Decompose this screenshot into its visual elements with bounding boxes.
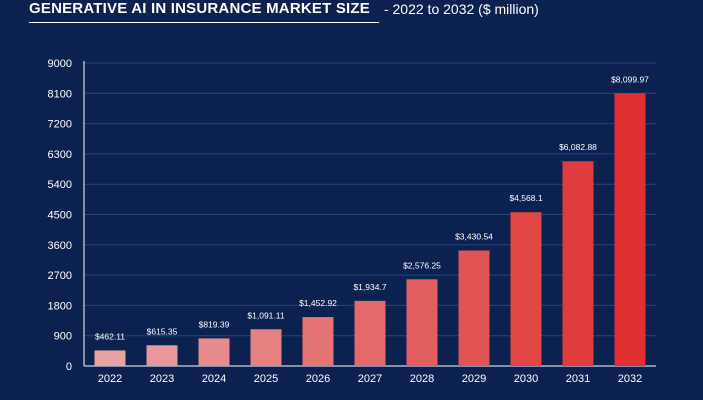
bar xyxy=(94,350,126,366)
bar xyxy=(562,161,594,366)
bar xyxy=(354,300,386,366)
y-tick-label: 5400 xyxy=(48,179,72,191)
chart-header: GENERATIVE AI IN INSURANCE MARKET SIZE -… xyxy=(29,0,539,23)
y-tick-label: 9000 xyxy=(48,58,72,70)
data-label: $4,568.1 xyxy=(509,193,542,203)
x-tick-label: 2022 xyxy=(98,373,122,385)
y-tick-label: 0 xyxy=(66,361,72,373)
x-tick-label: 2027 xyxy=(358,373,382,385)
x-tick-label: 2024 xyxy=(202,373,226,385)
x-tick-label: 2030 xyxy=(514,373,538,385)
title-block: GENERATIVE AI IN INSURANCE MARKET SIZE xyxy=(29,0,379,23)
bar xyxy=(302,317,334,366)
title-underline xyxy=(29,22,379,23)
x-tick-label: 2023 xyxy=(150,373,174,385)
x-tick-label: 2026 xyxy=(306,373,330,385)
bar xyxy=(406,279,438,366)
chart-subtitle: - 2022 to 2032 ($ million) xyxy=(383,1,539,17)
y-tick-label: 8100 xyxy=(48,88,72,100)
y-tick-label: 7200 xyxy=(48,119,72,131)
y-tick-label: 900 xyxy=(54,331,72,343)
data-label: $3,430.54 xyxy=(455,232,493,242)
bar xyxy=(614,93,646,366)
bar xyxy=(458,250,490,366)
data-label: $1,452.92 xyxy=(299,298,337,308)
data-label: $462.11 xyxy=(95,331,125,341)
data-label: $1,091.11 xyxy=(247,310,284,320)
x-tick-label: 2025 xyxy=(254,373,278,385)
x-tick-label: 2029 xyxy=(462,373,486,385)
data-label: $2,576.25 xyxy=(403,260,441,270)
y-tick-label: 2700 xyxy=(48,270,72,282)
data-label: $819.39 xyxy=(199,319,230,329)
y-tick-label: 6300 xyxy=(48,149,72,161)
data-label: $615.35 xyxy=(147,326,178,336)
data-label: $8,099.97 xyxy=(611,74,649,84)
x-tick-label: 2032 xyxy=(618,373,642,385)
data-label: $6,082.88 xyxy=(559,142,597,152)
chart-title: GENERATIVE AI IN INSURANCE MARKET SIZE xyxy=(29,0,370,17)
x-tick-label: 2031 xyxy=(566,373,590,385)
data-label: $1,934.7 xyxy=(353,282,386,292)
bar xyxy=(510,212,542,366)
bar xyxy=(250,329,282,366)
y-tick-label: 1800 xyxy=(48,300,72,312)
bar xyxy=(146,345,178,366)
bar xyxy=(198,338,230,366)
x-tick-label: 2028 xyxy=(410,373,434,385)
y-tick-label: 3600 xyxy=(48,240,72,252)
y-tick-label: 4500 xyxy=(48,210,72,222)
